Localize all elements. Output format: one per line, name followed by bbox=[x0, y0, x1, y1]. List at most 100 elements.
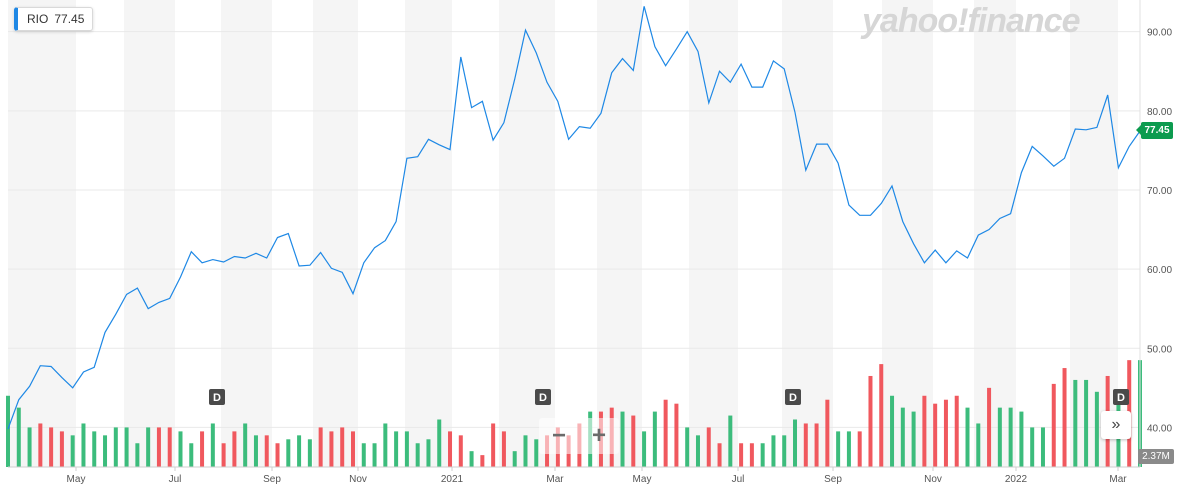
volume-bar bbox=[1030, 427, 1035, 467]
volume-bar bbox=[200, 431, 205, 467]
volume-tag: 2.37M bbox=[1138, 449, 1174, 464]
volume-bar bbox=[124, 427, 129, 467]
volume-bar bbox=[81, 423, 86, 467]
volume-bar bbox=[27, 427, 32, 467]
dividend-marker[interactable]: D bbox=[209, 389, 225, 405]
volume-bar bbox=[760, 443, 765, 467]
volume-bar bbox=[404, 431, 409, 467]
x-axis: May Jul Sep Nov 2021 Mar May Jul Sep Nov 2022 Mar bbox=[8, 466, 1140, 485]
volume-bar bbox=[1019, 411, 1024, 467]
volume-bar bbox=[1062, 368, 1067, 467]
month-band bbox=[221, 0, 272, 467]
volume-bar bbox=[1073, 379, 1078, 467]
volume-bar bbox=[836, 431, 841, 467]
volume-bar bbox=[318, 427, 323, 467]
last-price-tag: 77.45 bbox=[1136, 122, 1173, 139]
volume-bar bbox=[674, 403, 679, 467]
x-tick-label: 2022 bbox=[1005, 474, 1028, 485]
volume-bar bbox=[997, 407, 1002, 467]
y-tick-label: 40.00 bbox=[1147, 423, 1172, 434]
volume-bar bbox=[135, 443, 140, 467]
volume-bar bbox=[372, 443, 377, 467]
y-axis: 90.00 80.00 70.00 60.00 50.00 40.00 bbox=[1139, 0, 1172, 467]
price-line bbox=[7, 6, 1141, 430]
volume-bar bbox=[243, 423, 248, 467]
zoom-controls: − + bbox=[539, 418, 619, 454]
volume-bar bbox=[253, 435, 258, 467]
volume-bar bbox=[954, 395, 959, 467]
volume-bar bbox=[965, 407, 970, 467]
volume-bar bbox=[987, 387, 992, 467]
volume-bar bbox=[394, 431, 399, 467]
month-band bbox=[689, 0, 738, 467]
expand-chevrons-icon[interactable]: » bbox=[1101, 411, 1131, 439]
volume-bar bbox=[749, 443, 754, 467]
volume-bar bbox=[523, 435, 528, 467]
dividend-marker[interactable]: D bbox=[785, 389, 801, 405]
zoom-in-button[interactable]: + bbox=[591, 422, 606, 449]
volume-bar bbox=[70, 435, 75, 467]
month-band bbox=[8, 0, 76, 467]
volume-bar bbox=[512, 451, 517, 467]
volume-bar bbox=[6, 395, 10, 467]
volume-bar bbox=[92, 431, 97, 467]
volume-bar bbox=[803, 423, 808, 467]
x-tick-label: May bbox=[633, 474, 652, 485]
volume-bar bbox=[329, 431, 334, 467]
volume-bar bbox=[652, 411, 657, 467]
dividend-marker[interactable]: D bbox=[1113, 389, 1129, 405]
volume-bar bbox=[286, 439, 291, 467]
volume-bar bbox=[814, 423, 819, 467]
month-band bbox=[597, 0, 642, 467]
volume-bar bbox=[695, 435, 700, 467]
volume-bar bbox=[458, 435, 463, 467]
yahoo-finance-watermark: yahoo!finance bbox=[862, 2, 1080, 40]
y-tick-label: 90.00 bbox=[1147, 28, 1172, 39]
ticker-price: 77.45 bbox=[54, 12, 85, 26]
volume-bar bbox=[275, 443, 280, 467]
ticker-badge[interactable]: RIO 77.45 bbox=[14, 7, 94, 31]
volume-bar bbox=[264, 435, 269, 467]
volume-bar bbox=[922, 395, 927, 467]
y-tick-label: 50.00 bbox=[1147, 344, 1172, 355]
x-tick-label: Sep bbox=[263, 474, 281, 485]
dividend-label: D bbox=[213, 392, 221, 404]
volume-bar bbox=[663, 399, 668, 467]
volume-bar bbox=[383, 423, 388, 467]
volume-bar bbox=[739, 443, 744, 467]
volume-bar bbox=[156, 427, 161, 467]
volume-bar bbox=[49, 427, 54, 467]
volume-bar bbox=[706, 427, 711, 467]
month-band bbox=[882, 0, 933, 467]
volume-bar bbox=[890, 395, 895, 467]
price-gridlines bbox=[8, 31, 1140, 428]
volume-bar bbox=[825, 399, 830, 467]
volume-bar bbox=[178, 431, 183, 467]
dividend-marker[interactable]: D bbox=[535, 389, 551, 405]
volume-bar bbox=[846, 431, 851, 467]
volume-bar bbox=[717, 443, 722, 467]
volume-bar bbox=[340, 427, 345, 467]
x-tick-label: Jul bbox=[169, 474, 182, 485]
volume-bar bbox=[1094, 391, 1099, 467]
zoom-out-button[interactable]: − bbox=[551, 422, 566, 449]
volume-bar bbox=[868, 375, 873, 467]
volume-bar bbox=[933, 403, 938, 467]
volume-bar bbox=[879, 364, 884, 467]
volume-bar bbox=[911, 411, 916, 467]
volume-bar bbox=[1084, 379, 1089, 467]
volume-bar bbox=[167, 427, 172, 467]
x-tick-label: May bbox=[67, 474, 86, 485]
volume-bar bbox=[297, 435, 302, 467]
x-tick-label: Nov bbox=[349, 474, 367, 485]
volume-bar bbox=[620, 411, 625, 467]
ticker-symbol: RIO bbox=[27, 12, 49, 26]
volume-bar bbox=[1008, 407, 1013, 467]
dividend-label: D bbox=[539, 392, 547, 404]
volume-bar bbox=[448, 431, 453, 467]
month-band bbox=[405, 0, 452, 467]
volume-bar bbox=[146, 427, 151, 467]
volume-bar bbox=[491, 423, 496, 467]
volume-bar bbox=[232, 431, 237, 467]
